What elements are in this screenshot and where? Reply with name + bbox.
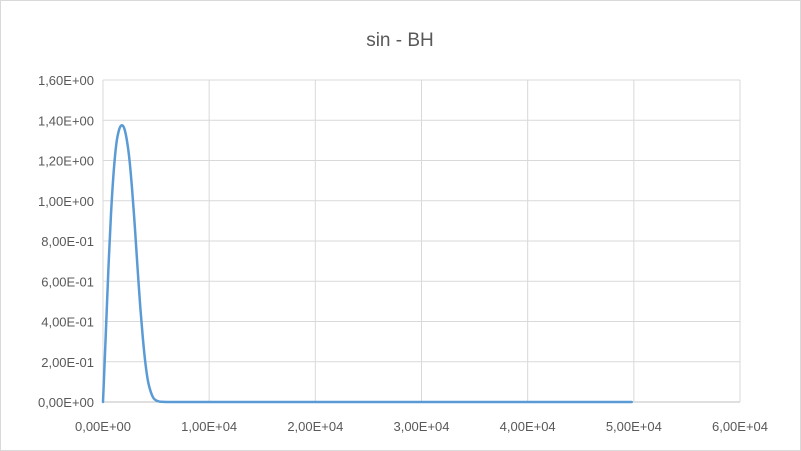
x-tick-label: 3,00E+04 xyxy=(393,419,449,434)
y-tick-label: 2,00E-01 xyxy=(41,355,94,370)
y-tick-label: 8,00E-01 xyxy=(41,234,94,249)
x-tick-label: 6,00E+04 xyxy=(712,419,768,434)
series-group xyxy=(101,123,633,404)
y-tick-label: 1,40E+00 xyxy=(38,113,94,128)
gridlines xyxy=(102,79,741,403)
x-tick-label: 1,00E+04 xyxy=(181,419,237,434)
x-tick-label: 2,00E+04 xyxy=(287,419,343,434)
y-tick-label: 1,00E+00 xyxy=(38,194,94,209)
y-tick-label: 0,00E+00 xyxy=(38,395,94,410)
y-axis-tick-labels: 0,00E+00 2,00E-01 4,00E-01 6,00E-01 8,00E-01… xyxy=(38,73,94,410)
y-tick-label: 1,20E+00 xyxy=(38,154,94,169)
y-tick-label: 1,60E+00 xyxy=(38,73,94,88)
y-tick-label: 4,00E-01 xyxy=(41,315,94,330)
x-tick-label: 4,00E+04 xyxy=(500,419,556,434)
x-tick-label: 0,00E+00 xyxy=(75,419,131,434)
series-line xyxy=(101,123,633,404)
chart-title: sin - BH xyxy=(366,30,434,51)
y-tick-label: 6,00E-01 xyxy=(41,274,94,289)
x-axis-tick-labels: 0,00E+00 1,00E+04 2,00E+04 3,00E+04 4,00E+04… xyxy=(75,419,768,434)
x-tick-label: 5,00E+04 xyxy=(606,419,662,434)
